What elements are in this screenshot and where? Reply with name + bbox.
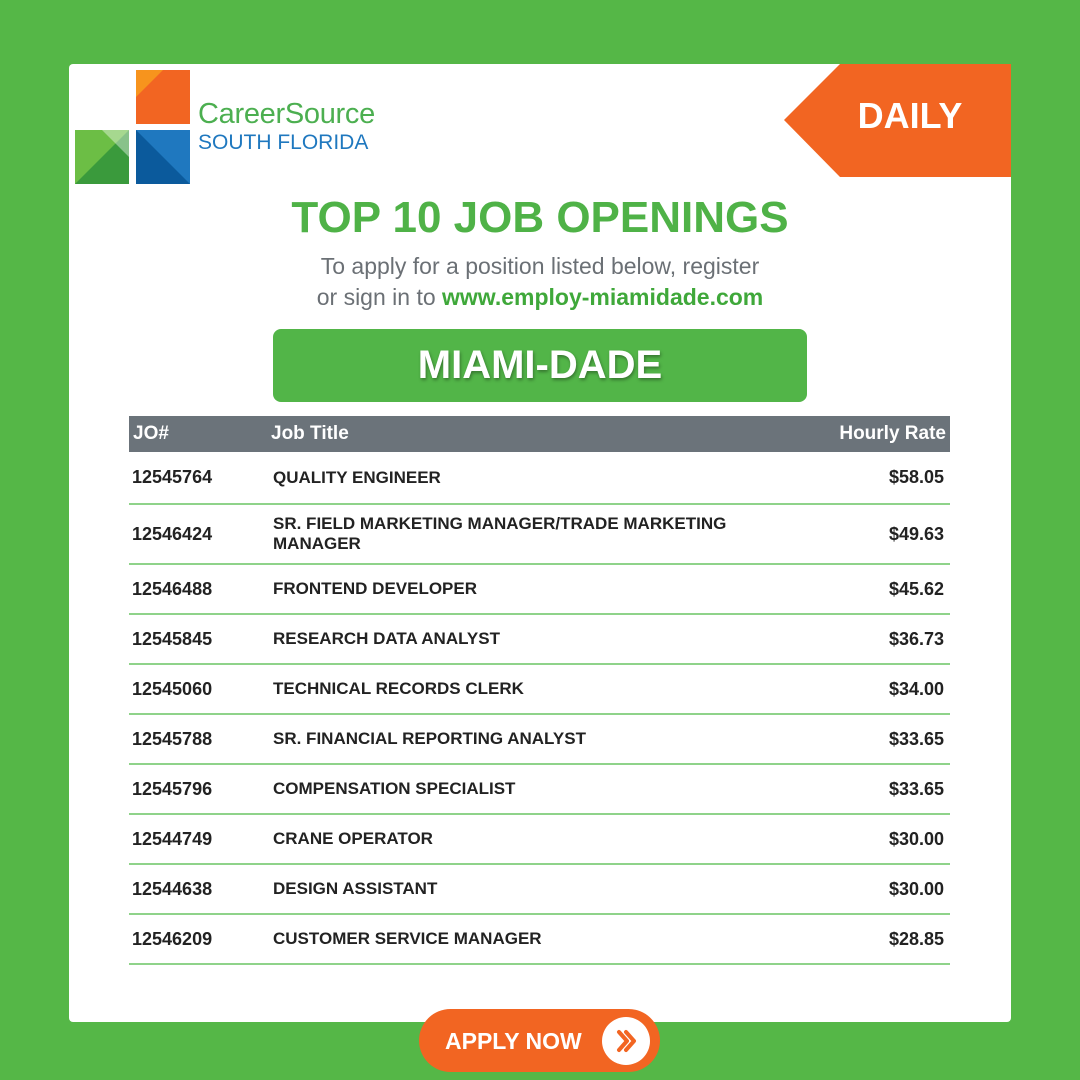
job-id: 12544638 <box>129 864 267 915</box>
hourly-rate: $45.62 <box>792 564 950 615</box>
hourly-rate: $30.00 <box>792 864 950 915</box>
job-title: DESIGN ASSISTANT <box>267 864 792 915</box>
job-row: 12546488 FRONTEND DEVELOPER $45.62 <box>129 564 950 615</box>
subtitle-text: or sign in to <box>316 284 436 310</box>
header-row: JO# Job Title Hourly Rate <box>129 416 950 452</box>
job-id: 12545796 <box>129 764 267 815</box>
title: TOP 10 JOB OPENINGS <box>291 193 789 242</box>
job-id: 12546488 <box>129 564 267 615</box>
job-title: QUALITY ENGINEER <box>267 452 792 505</box>
badge-text: DAILY <box>857 95 963 136</box>
job-row: 12544638 DESIGN ASSISTANT $30.00 <box>129 864 950 915</box>
header-cell: Job Title <box>267 416 792 452</box>
button-label: APPLY NOW <box>445 1028 582 1054</box>
job-row: 12545060 TECHNICAL RECORDS CLERK $34.00 <box>129 664 950 715</box>
job-title: COMPENSATION SPECIALIST <box>267 764 792 815</box>
job-id: 12545845 <box>129 614 267 665</box>
job-row: 12546209 CUSTOMER SERVICE MANAGER $28.85 <box>129 914 950 965</box>
job-row: 12544749 CRANE OPERATOR $30.00 <box>129 814 950 865</box>
logo-name: CareerSource <box>198 98 375 130</box>
hourly-rate: $30.00 <box>792 814 950 865</box>
job-title: CRANE OPERATOR <box>267 814 792 865</box>
logo-region: SOUTH FLORIDA <box>198 131 369 154</box>
job-title: SR. FINANCIAL REPORTING ANALYST <box>267 714 792 765</box>
apply-button[interactable]: APPLY NOW <box>419 1009 660 1072</box>
header-cell: JO# <box>129 416 267 452</box>
area-label: MIAMI-DADE <box>273 329 807 402</box>
job-title: TECHNICAL RECORDS CLERK <box>267 664 792 715</box>
job-id: 12545788 <box>129 714 267 765</box>
button-icon <box>602 1017 650 1065</box>
job-title: RESEARCH DATA ANALYST <box>267 614 792 665</box>
subtitle: or sign in to www.employ-miamidade.com <box>0 284 1080 311</box>
badge <box>784 64 1011 177</box>
hourly-rate: $33.65 <box>792 764 950 815</box>
hourly-rate: $58.05 <box>792 452 950 505</box>
job-row: 12546424 SR. FIELD MARKETING MANAGER/TRAD… <box>129 504 950 565</box>
jobs-table: JO# Job Title Hourly Rate 12545764 QUALIT… <box>129 416 950 965</box>
header-cell: Hourly Rate <box>792 416 950 452</box>
hourly-rate: $36.73 <box>792 614 950 665</box>
job-row: 12545796 COMPENSATION SPECIALIST $33.65 <box>129 764 950 815</box>
hourly-rate: $33.65 <box>792 714 950 765</box>
job-title: CUSTOMER SERVICE MANAGER <box>267 914 792 965</box>
job-id: 12546209 <box>129 914 267 965</box>
subtitle: To apply for a position listed below, re… <box>320 253 760 279</box>
job-id: 12545060 <box>129 664 267 715</box>
job-row: 12545764 QUALITY ENGINEER $58.05 <box>129 452 950 505</box>
job-row: 12545788 SR. FINANCIAL REPORTING ANALYST $… <box>129 714 950 765</box>
job-id: 12546424 <box>129 504 267 565</box>
job-row: 12545845 RESEARCH DATA ANALYST $36.73 <box>129 614 950 665</box>
job-title: SR. FIELD MARKETING MANAGER/TRADE MARKET… <box>267 504 792 565</box>
job-id: 12544749 <box>129 814 267 865</box>
job-title: FRONTEND DEVELOPER <box>267 564 792 615</box>
hourly-rate: $28.85 <box>792 914 950 965</box>
job-id: 12545764 <box>129 452 267 505</box>
hourly-rate: $49.63 <box>792 504 950 565</box>
link[interactable]: www.employ-miamidade.com <box>442 284 764 310</box>
hourly-rate: $34.00 <box>792 664 950 715</box>
logo-mark <box>75 70 190 184</box>
